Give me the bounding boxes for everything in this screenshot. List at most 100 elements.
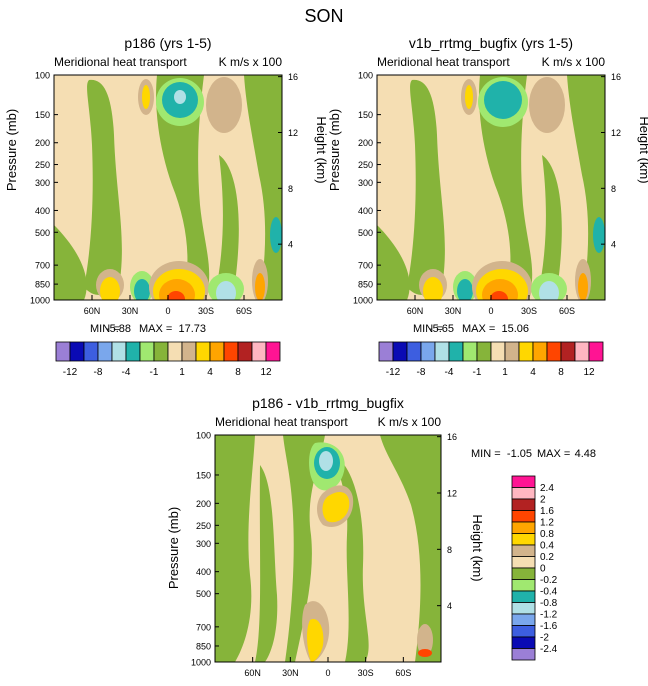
colorbar-swatch bbox=[462, 341, 478, 362]
colorbar-label: 0.2 bbox=[540, 552, 554, 563]
contour-fills bbox=[377, 75, 605, 300]
pressure-tick-label: 250 bbox=[196, 521, 211, 531]
pressure-tick-label: 300 bbox=[196, 539, 211, 549]
fill-negative-core bbox=[174, 90, 186, 104]
max-label: MAX = bbox=[462, 323, 495, 335]
panel-1-height-ticks: 16 12 8 4 bbox=[278, 72, 298, 250]
pressure-tick-label: 300 bbox=[35, 178, 50, 188]
fill-positive-core bbox=[418, 649, 432, 657]
min-value: -1.05 bbox=[507, 448, 532, 460]
panel-2-ylabel: Pressure (mb) bbox=[327, 109, 342, 191]
max-value: 17.73 bbox=[178, 323, 206, 335]
colorbar-swatch bbox=[167, 341, 183, 362]
lat-tick-label: 60S bbox=[559, 306, 575, 316]
fill-positive-mid bbox=[307, 619, 324, 662]
panel-2-units: K m/s x 100 bbox=[542, 55, 606, 69]
fill-negative-band bbox=[380, 435, 441, 662]
colorbar-swatch bbox=[125, 341, 141, 362]
colorbar-label: -0.4 bbox=[540, 587, 558, 598]
pressure-tick-label: 250 bbox=[358, 160, 373, 170]
pressure-tick-label: 850 bbox=[35, 280, 50, 290]
lat-tick-label: 60N bbox=[84, 306, 101, 316]
colorbar-swatch bbox=[518, 341, 534, 362]
fill-negative-band bbox=[84, 79, 122, 296]
panel-3-left-string: Meridional heat transport bbox=[215, 415, 348, 429]
colorbar-label: 8 bbox=[235, 367, 241, 378]
pressure-tick-label: 100 bbox=[358, 71, 373, 81]
colorbar-label: 0.4 bbox=[540, 541, 554, 552]
panel-1-units: K m/s x 100 bbox=[219, 55, 283, 69]
panel-3-plot-area bbox=[215, 435, 441, 662]
pressure-tick-label: 1000 bbox=[191, 658, 211, 668]
panel-1-lat-ticks: 60N 30N 0 30S 60S bbox=[84, 295, 252, 316]
colorbar-label: 0.8 bbox=[540, 529, 554, 540]
lat-tick-label: 60N bbox=[244, 668, 261, 678]
pressure-tick-label: 100 bbox=[35, 71, 50, 81]
colorbar-label: 4 bbox=[530, 367, 536, 378]
fill-negative-mid bbox=[457, 279, 473, 300]
fill-negative-mid bbox=[484, 81, 522, 119]
colorbar-label: 1 bbox=[502, 367, 508, 378]
colorbar-swatch bbox=[511, 648, 536, 661]
panel-3-title: p186 - v1b_rrtmg_bugfix bbox=[252, 395, 404, 411]
lat-tick-label: 30S bbox=[358, 668, 374, 678]
colorbar-swatch bbox=[195, 341, 211, 362]
colorbar-swatch bbox=[511, 544, 536, 557]
fill-negative-band bbox=[156, 75, 210, 300]
fill-negative-mid bbox=[216, 281, 236, 300]
colorbar-swatch bbox=[434, 341, 450, 362]
panel-3-units: K m/s x 100 bbox=[378, 415, 442, 429]
height-tick-label: 12 bbox=[288, 128, 298, 138]
colorbar-swatch bbox=[251, 341, 267, 362]
pressure-tick-label: 300 bbox=[358, 178, 373, 188]
lat-tick-label: 30S bbox=[198, 306, 214, 316]
lat-tick-label: 60S bbox=[236, 306, 252, 316]
colorbar-label: -8 bbox=[94, 367, 103, 378]
colorbar-swatch bbox=[111, 341, 127, 362]
colorbar-swatch bbox=[511, 498, 536, 511]
height-tick-label: 8 bbox=[611, 184, 616, 194]
colorbar-swatch bbox=[97, 341, 113, 362]
colorbar-swatch bbox=[511, 510, 536, 523]
panel-1-pressure-ticks: 100 150 200 250 300 400 500 700 850 1000 bbox=[30, 71, 58, 306]
lat-tick-label: 60N bbox=[407, 306, 424, 316]
panel-3: p186 - v1b_rrtmg_bugfix Meridional heat … bbox=[166, 395, 596, 678]
colorbar-swatch bbox=[392, 341, 408, 362]
contour-fills bbox=[54, 75, 282, 300]
colorbar-swatch bbox=[504, 341, 520, 362]
min-label: MIN = bbox=[413, 323, 443, 335]
panel-2: v1b_rrtmg_bugfix (yrs 1-5) Meridional he… bbox=[327, 35, 648, 378]
panel-2-plot-area bbox=[377, 75, 605, 300]
fill-positive-mid bbox=[322, 492, 350, 523]
panel-2-lat-ticks: 60N 30N 0 30S 60S bbox=[407, 295, 575, 316]
panel-1-ylabel-right: Height (km) bbox=[314, 116, 329, 183]
pressure-tick-label: 150 bbox=[196, 470, 211, 480]
max-value: 15.06 bbox=[501, 323, 529, 335]
pressure-tick-label: 1000 bbox=[353, 296, 373, 306]
min-label: MIN = bbox=[471, 448, 501, 460]
colorbar-label: 2 bbox=[540, 495, 546, 506]
colorbar-swatch bbox=[378, 341, 394, 362]
colorbar-swatch bbox=[181, 341, 197, 362]
colorbar-swatch bbox=[55, 341, 71, 362]
lat-tick-label: 30N bbox=[282, 668, 299, 678]
pressure-tick-label: 400 bbox=[196, 567, 211, 577]
height-tick-label: 12 bbox=[447, 488, 457, 498]
fill-negative-edge bbox=[377, 225, 410, 300]
pressure-tick-label: 700 bbox=[358, 261, 373, 271]
fill-negative-band bbox=[283, 435, 325, 662]
fill-positive-high bbox=[159, 279, 195, 300]
colorbar-label: 1.6 bbox=[540, 506, 554, 517]
colorbar-label: -0.2 bbox=[540, 575, 558, 586]
fill-positive-light bbox=[417, 624, 433, 656]
colorbar-label: 12 bbox=[260, 367, 272, 378]
panel-3-pressure-ticks: 100 150 200 250 300 400 500 700 850 1000 bbox=[191, 431, 219, 668]
figure-title: SON bbox=[304, 6, 343, 26]
colorbar-label: -1.2 bbox=[540, 610, 558, 621]
fill-positive-mid bbox=[578, 273, 588, 300]
min-value: -5.65 bbox=[429, 323, 454, 335]
panel-1-plot-area bbox=[54, 75, 282, 300]
colorbar-label: -4 bbox=[445, 367, 454, 378]
panel-3-colorbar: 2.421.61.20.80.40.20-0.2-0.4-0.8-1.2-1.6… bbox=[511, 475, 558, 661]
